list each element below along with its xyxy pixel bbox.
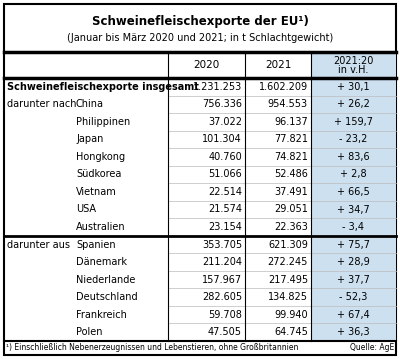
Bar: [311, 131, 396, 148]
Text: 756.336: 756.336: [202, 99, 242, 109]
Text: + 36,3: + 36,3: [337, 327, 370, 337]
Text: 22.363: 22.363: [274, 222, 308, 232]
Text: 22.514: 22.514: [208, 187, 242, 197]
Text: Frankreich: Frankreich: [76, 310, 127, 320]
Text: + 66,5: + 66,5: [337, 187, 370, 197]
Text: 1.231.253: 1.231.253: [193, 82, 242, 92]
Text: 21.574: 21.574: [208, 205, 242, 214]
Text: Südkorea: Südkorea: [76, 169, 121, 180]
Text: 2021:20: 2021:20: [333, 56, 374, 66]
Text: - 52,3: - 52,3: [339, 292, 368, 302]
Text: Quelle: AgE: Quelle: AgE: [350, 344, 394, 353]
Text: China: China: [76, 99, 104, 109]
Text: + 30,1: + 30,1: [337, 82, 370, 92]
Text: 134.825: 134.825: [268, 292, 308, 302]
Text: Polen: Polen: [76, 327, 102, 337]
Bar: [311, 52, 396, 78]
Text: 2021: 2021: [265, 60, 291, 70]
Text: 353.705: 353.705: [202, 239, 242, 250]
Bar: [311, 236, 396, 253]
Text: Hongkong: Hongkong: [76, 152, 125, 162]
Text: Vietnam: Vietnam: [76, 187, 117, 197]
Text: ¹) Einschließlich Nebenerzeugnissen und Lebenstieren, ohne Großbritannien: ¹) Einschließlich Nebenerzeugnissen und …: [6, 344, 298, 353]
Text: 272.245: 272.245: [268, 257, 308, 267]
Text: - 3,4: - 3,4: [342, 222, 364, 232]
Bar: [311, 95, 396, 113]
Bar: [311, 201, 396, 218]
Text: Spanien: Spanien: [76, 239, 116, 250]
Text: 217.495: 217.495: [268, 275, 308, 285]
Text: 40.760: 40.760: [208, 152, 242, 162]
Bar: [311, 148, 396, 165]
Bar: [311, 218, 396, 236]
Bar: [311, 288, 396, 306]
Text: Niederlande: Niederlande: [76, 275, 135, 285]
Text: in v.H.: in v.H.: [338, 65, 369, 75]
Text: 47.505: 47.505: [208, 327, 242, 337]
Text: (Januar bis März 2020 und 2021; in t Schlachtgewicht): (Januar bis März 2020 und 2021; in t Sch…: [67, 33, 333, 43]
Text: + 26,2: + 26,2: [337, 99, 370, 109]
Bar: [311, 271, 396, 288]
Text: 37.491: 37.491: [274, 187, 308, 197]
Text: 64.745: 64.745: [274, 327, 308, 337]
Text: + 2,8: + 2,8: [340, 169, 367, 180]
Bar: [311, 113, 396, 131]
Text: 29.051: 29.051: [274, 205, 308, 214]
Bar: [311, 253, 396, 271]
Text: Schweinefleischexporte insgesamt: Schweinefleischexporte insgesamt: [7, 82, 199, 92]
Text: 282.605: 282.605: [202, 292, 242, 302]
Text: 621.309: 621.309: [268, 239, 308, 250]
Text: + 37,7: + 37,7: [337, 275, 370, 285]
Text: + 67,4: + 67,4: [337, 310, 370, 320]
Text: 59.708: 59.708: [208, 310, 242, 320]
Bar: [311, 165, 396, 183]
Text: Schweinefleischexporte der EU¹): Schweinefleischexporte der EU¹): [92, 14, 308, 28]
Bar: [311, 323, 396, 341]
Text: 74.821: 74.821: [274, 152, 308, 162]
Bar: [311, 306, 396, 323]
Bar: [311, 183, 396, 201]
Text: Japan: Japan: [76, 134, 103, 144]
Text: + 34,7: + 34,7: [337, 205, 370, 214]
Text: 99.940: 99.940: [274, 310, 308, 320]
Text: 211.204: 211.204: [202, 257, 242, 267]
Text: + 159,7: + 159,7: [334, 117, 373, 127]
Text: Australien: Australien: [76, 222, 126, 232]
Text: 101.304: 101.304: [202, 134, 242, 144]
Text: - 23,2: - 23,2: [339, 134, 368, 144]
Text: darunter nach: darunter nach: [7, 99, 76, 109]
Text: 954.553: 954.553: [268, 99, 308, 109]
Text: 52.486: 52.486: [274, 169, 308, 180]
Text: USA: USA: [76, 205, 96, 214]
Text: 37.022: 37.022: [208, 117, 242, 127]
Text: 96.137: 96.137: [274, 117, 308, 127]
Text: 157.967: 157.967: [202, 275, 242, 285]
Text: 23.154: 23.154: [208, 222, 242, 232]
Text: + 83,6: + 83,6: [337, 152, 370, 162]
Text: 2020: 2020: [193, 60, 220, 70]
Bar: [311, 78, 396, 95]
Text: Dänemark: Dänemark: [76, 257, 127, 267]
Text: darunter aus: darunter aus: [7, 239, 70, 250]
Text: + 75,7: + 75,7: [337, 239, 370, 250]
Text: 1.602.209: 1.602.209: [259, 82, 308, 92]
Text: Philippinen: Philippinen: [76, 117, 130, 127]
Text: 77.821: 77.821: [274, 134, 308, 144]
Text: + 28,9: + 28,9: [337, 257, 370, 267]
Text: Deutschland: Deutschland: [76, 292, 138, 302]
Text: 51.066: 51.066: [208, 169, 242, 180]
